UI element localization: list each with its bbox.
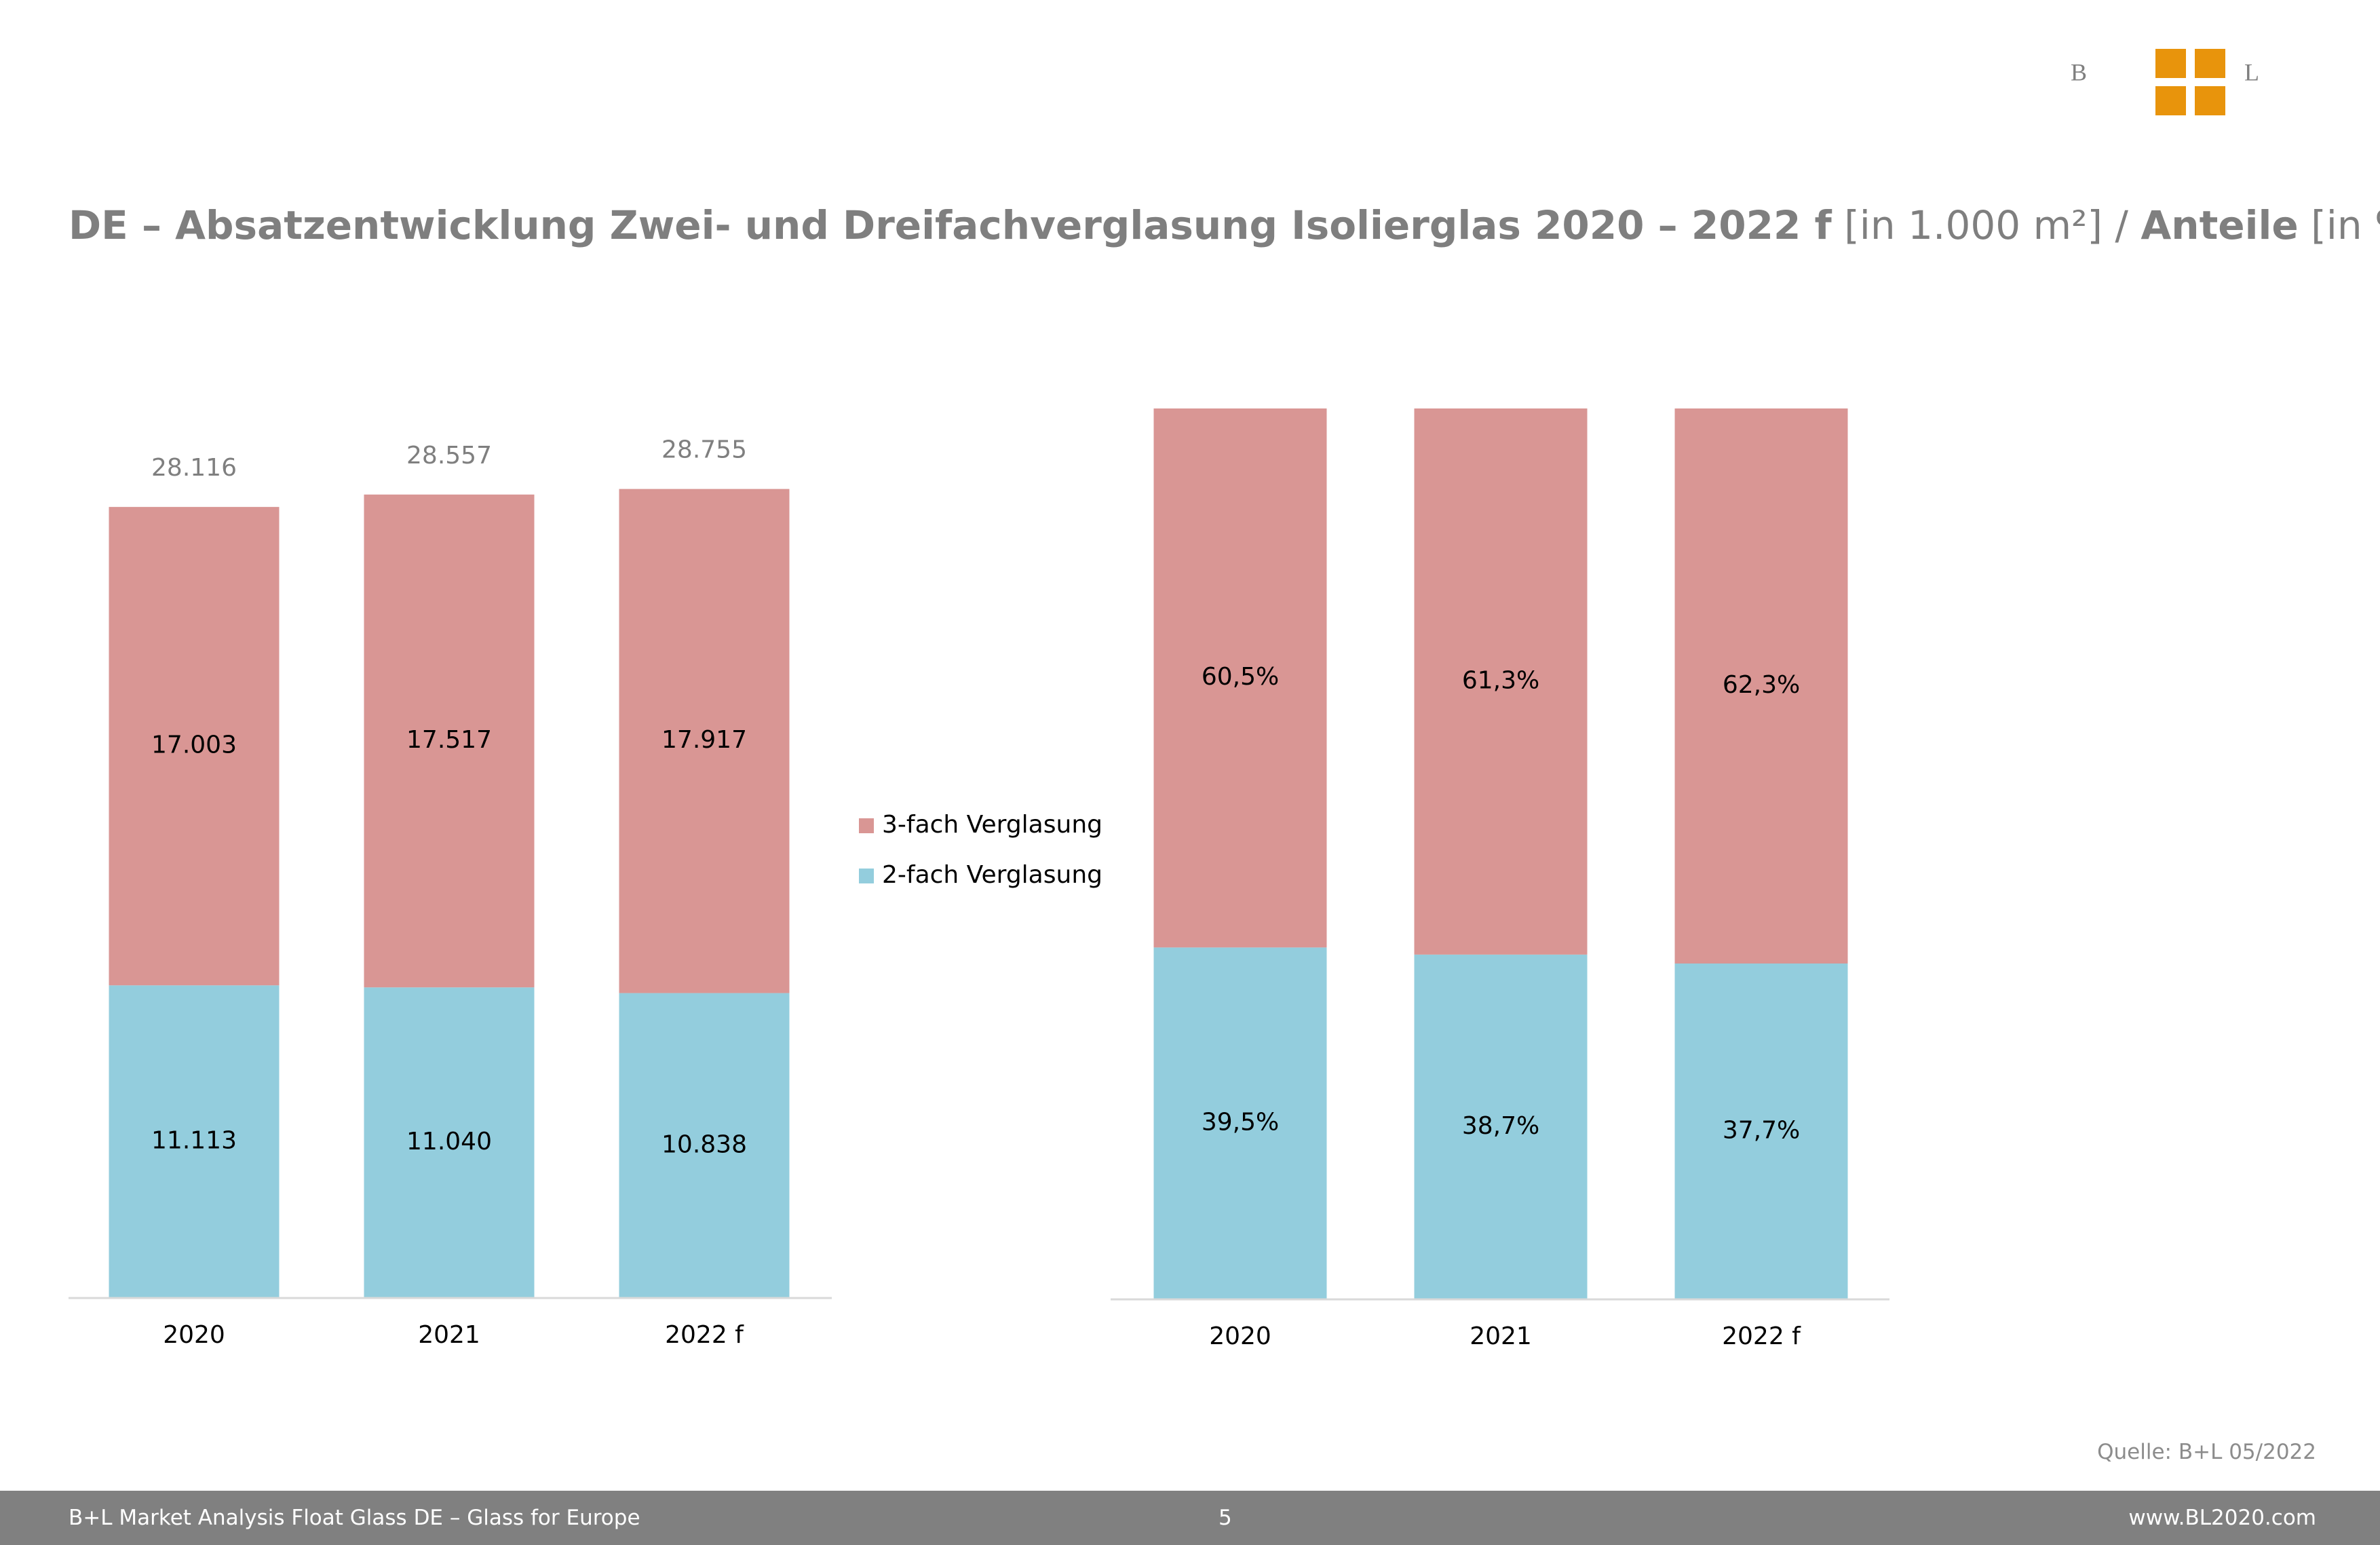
logo-square — [2195, 86, 2225, 115]
footer-left: B+L Market Analysis Float Glass DE – Gla… — [69, 1506, 640, 1530]
logo-square — [2195, 49, 2225, 78]
data-label: 62,3% — [1723, 671, 1800, 699]
x-tick-label: 2022 f — [1722, 1322, 1801, 1350]
bar-segment — [109, 507, 280, 986]
total-label: 28.755 — [661, 436, 747, 464]
bar-segment — [619, 993, 790, 1298]
bar-segment — [619, 489, 790, 993]
legend-swatch — [859, 869, 874, 883]
title-main: DE – Absatzentwicklung Zwei- und Dreifac… — [69, 202, 1832, 248]
logo-square — [2155, 49, 2186, 78]
data-label: 17.003 — [151, 731, 237, 759]
total-label: 28.116 — [151, 454, 237, 482]
data-label: 61,3% — [1462, 666, 1539, 694]
source: Quelle: B+L 05/2022 — [2097, 1440, 2316, 1464]
bar-segment — [364, 987, 535, 1298]
bar-segment — [1674, 408, 1848, 964]
page-number: 5 — [1218, 1506, 1232, 1530]
bar-segment — [1674, 963, 1848, 1299]
x-tick-label: 2022 f — [665, 1321, 744, 1349]
footer-right: www.BL2020.com — [2128, 1506, 2316, 1530]
x-tick-label: 2020 — [163, 1321, 225, 1349]
logo-square — [2155, 86, 2186, 115]
bar-segment — [1153, 408, 1327, 948]
title-separator: / — [2115, 202, 2128, 248]
total-label: 28.557 — [406, 442, 492, 470]
legend-label: 2-fach Verglasung — [882, 861, 1102, 889]
x-tick-label: 2021 — [418, 1321, 480, 1349]
data-label: 17.517 — [406, 726, 492, 754]
x-tick-label: 2020 — [1209, 1322, 1271, 1350]
bar-segment — [1153, 947, 1327, 1299]
bar-segment — [109, 985, 280, 1298]
legend-swatch — [859, 818, 874, 833]
data-label: 11.113 — [151, 1127, 237, 1155]
data-label: 39,5% — [1202, 1109, 1279, 1137]
legend-label: 3-fach Verglasung — [882, 811, 1102, 839]
bar-segment — [364, 494, 535, 988]
x-tick-label: 2021 — [1470, 1322, 1532, 1350]
data-label: 10.838 — [661, 1130, 747, 1158]
data-label: 60,5% — [1202, 663, 1279, 691]
charts: 11.113 17.003 28.116 2020 11.040 17.517 28.557… — [69, 408, 1889, 1350]
title-share: Anteile — [2141, 202, 2299, 248]
logo: B L — [2071, 49, 2259, 115]
bar-segment — [1414, 954, 1588, 1299]
title-unit: [in 1.000 m²] — [1844, 202, 2103, 248]
title-share-unit: [in %] — [2311, 202, 2380, 248]
bar-segment — [1414, 408, 1588, 955]
data-label: 38,7% — [1462, 1112, 1539, 1140]
logo-b: B — [2071, 58, 2087, 85]
title: DE – Absatzentwicklung Zwei- und Dreifac… — [69, 202, 2380, 248]
footer: B+L Market Analysis Float Glass DE – Gla… — [0, 1491, 2380, 1545]
data-label: 17.917 — [661, 726, 747, 754]
data-label: 37,7% — [1723, 1116, 1800, 1144]
data-label: 11.040 — [406, 1128, 492, 1156]
logo-l: L — [2244, 58, 2259, 85]
